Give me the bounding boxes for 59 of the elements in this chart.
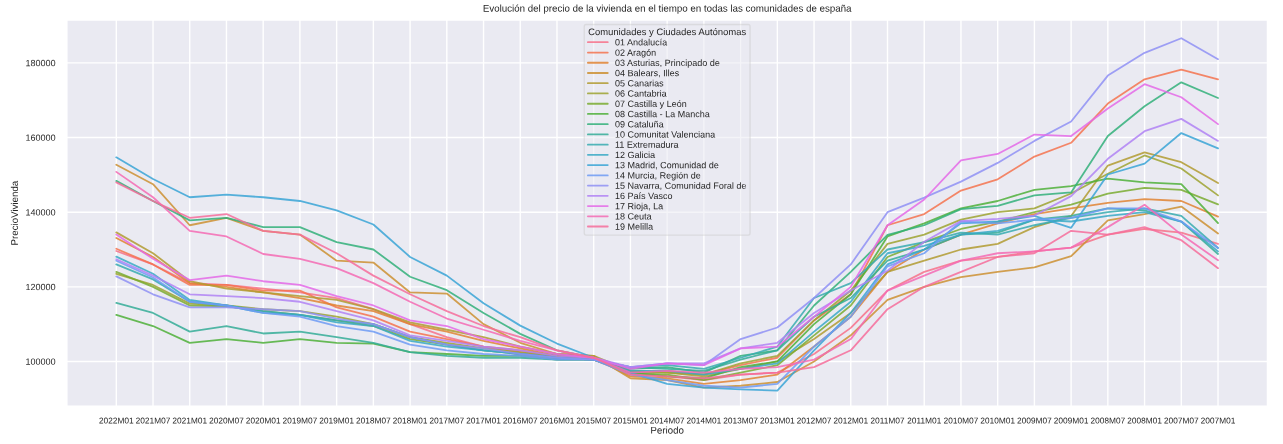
legend-label: 08 Castilla - La Mancha <box>615 110 710 118</box>
x-tick-label: 2008M01 <box>1127 417 1162 424</box>
chart-title: Evolución del precio de la vivienda en el tiempo en todas las comunidades de españa <box>483 4 852 14</box>
y-tick-label: 120000 <box>26 283 56 291</box>
legend-label: 03 Asturias, Principado de <box>615 59 720 68</box>
legend-label: 10 Comunitat Valenciana <box>615 131 716 138</box>
x-tick-label: 2022M01 <box>99 417 134 424</box>
x-tick-label: 2016M01 <box>540 417 574 424</box>
x-tick-label: 2009M01 <box>1054 417 1089 424</box>
x-tick-label: 2007M07 <box>1164 417 1199 424</box>
legend-label: 19 Melilla <box>615 223 654 230</box>
legend-label: 05 Canarias <box>615 79 664 87</box>
legend-label: 18 Ceuta <box>615 213 652 220</box>
x-tick-label: 2021M01 <box>172 417 207 424</box>
x-tick-label: 2015M07 <box>576 417 611 424</box>
legend-label: 11 Extremadura <box>615 141 679 148</box>
legend-label: 07 Castilla y León <box>615 100 687 109</box>
x-tick-label: 2019M07 <box>282 417 317 424</box>
legend-label: 14 Murcia, Región de <box>615 171 701 181</box>
x-tick-label: 2016M07 <box>503 417 538 424</box>
y-tick-label: 160000 <box>26 134 56 141</box>
x-tick-label: 2019M01 <box>319 417 354 424</box>
x-tick-label: 2014M07 <box>650 417 685 424</box>
x-tick-label: 2018M01 <box>393 417 428 424</box>
x-tick-label: 2007M01 <box>1201 417 1235 424</box>
x-tick-label: 2011M01 <box>907 417 941 424</box>
x-tick-label: 2021M07 <box>136 417 170 424</box>
legend-label: 17 Rioja, La <box>615 202 664 212</box>
x-tick-label: 2010M07 <box>944 417 978 424</box>
x-tick-label: 2009M07 <box>1017 417 1052 424</box>
legend-title: Comunidades y Ciudades Autónomas <box>588 28 746 38</box>
legend-label: 02 Aragón <box>615 49 656 58</box>
x-tick-label: 2018M07 <box>356 417 391 424</box>
x-tick-label: 2008M07 <box>1090 417 1125 424</box>
x-tick-label: 2017M01 <box>466 417 501 424</box>
x-tick-label: 2015M01 <box>613 417 648 424</box>
y-tick-label: 180000 <box>26 59 56 67</box>
legend-label: 04 Balears, Illes <box>615 69 679 78</box>
x-tick-label: 2013M01 <box>760 417 795 424</box>
y-tick-label: 140000 <box>26 209 56 216</box>
x-axis-title: Periodo <box>651 426 684 434</box>
x-tick-label: 2010M01 <box>980 417 1015 424</box>
x-tick-label: 2020M01 <box>246 417 281 424</box>
legend-label: 06 Cantabria <box>615 90 667 97</box>
x-tick-label: 2012M07 <box>797 417 832 424</box>
x-tick-label: 2013M07 <box>723 417 758 424</box>
x-tick-label: 2020M07 <box>209 417 244 424</box>
x-tick-label: 2012M01 <box>833 417 868 424</box>
legend-label: 16 País Vasco <box>615 192 673 200</box>
x-tick-label: 2011M07 <box>870 417 905 424</box>
x-tick-label: 2017M07 <box>429 417 464 424</box>
y-axis-title: PrecioVivienda <box>10 180 19 245</box>
y-tick-label: 100000 <box>26 358 56 365</box>
legend-label: 01 Andalucía <box>615 38 668 46</box>
legend-label: 09 Cataluña <box>615 120 664 128</box>
legend-label: 12 Galicia <box>615 151 656 159</box>
x-tick-label: 2014M01 <box>686 417 721 424</box>
legend-label: 15 Navarra, Comunidad Foral de <box>615 182 747 190</box>
legend-label: 13 Madrid, Comunidad de <box>615 161 719 170</box>
